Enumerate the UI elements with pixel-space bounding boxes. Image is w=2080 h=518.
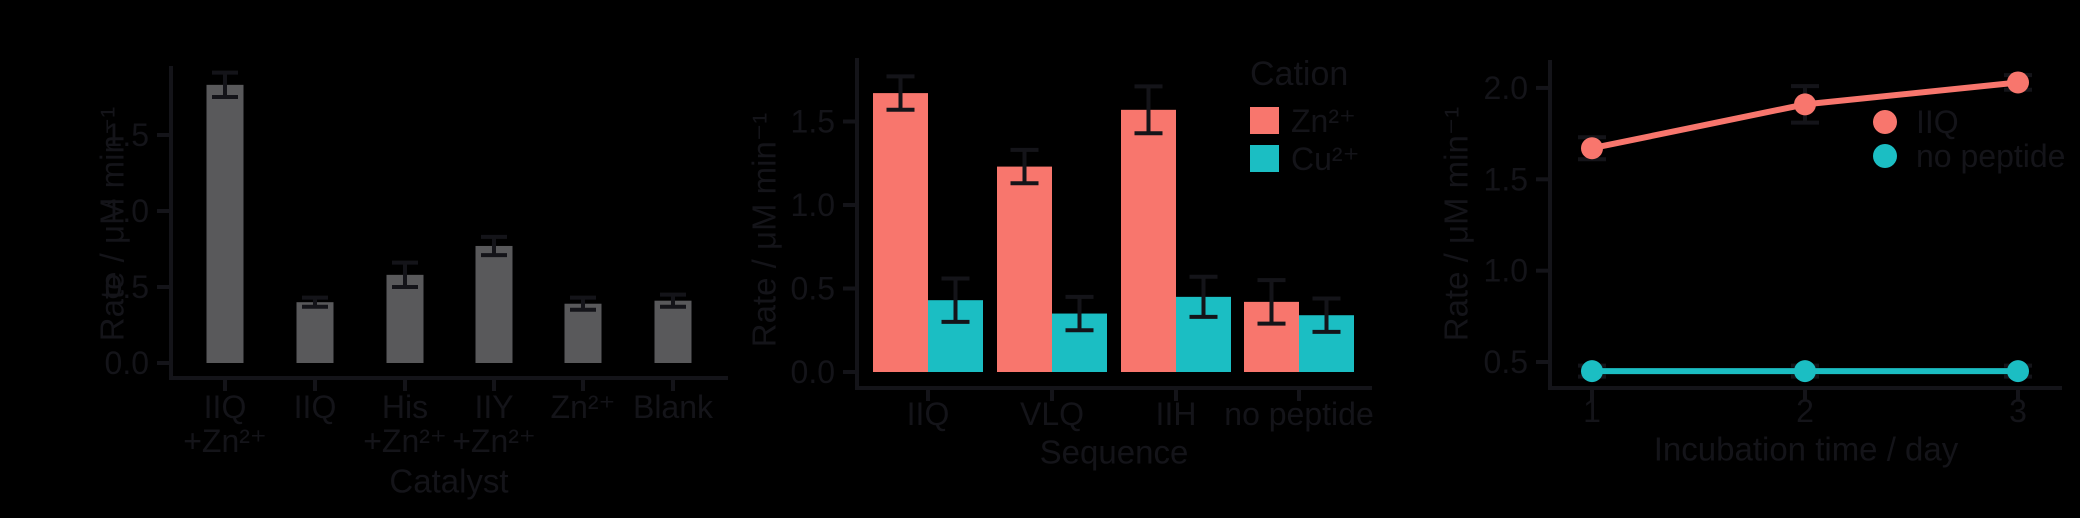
x-axis-title: Catalyst <box>389 463 508 500</box>
data-point <box>2007 71 2029 94</box>
x-tick-label: 1 <box>1583 393 1601 429</box>
category-label: IIQ <box>907 396 950 432</box>
bar <box>296 302 334 363</box>
legend-label: Cu²⁺ <box>1291 141 1359 177</box>
bar-zn <box>873 93 928 373</box>
y-tick-label: 0.0 <box>791 354 835 390</box>
data-point <box>2007 360 2029 383</box>
x-axis-title: Incubation time / day <box>1654 431 1959 468</box>
category-label: IIQ <box>204 389 247 425</box>
x-tick-label: 3 <box>2009 393 2027 429</box>
category-label: +Zn²⁺ <box>452 423 536 459</box>
bar <box>206 84 244 363</box>
legend-title: Cation <box>1250 55 1348 93</box>
y-tick-label: 0.0 <box>105 345 149 381</box>
legend-swatch <box>1250 145 1279 172</box>
category-label: Blank <box>633 389 714 425</box>
category-label: Zn²⁺ <box>551 389 616 425</box>
data-point <box>1794 360 1816 383</box>
bar <box>475 245 513 363</box>
y-tick-label: 1.0 <box>1484 253 1528 289</box>
category-label: His <box>382 389 428 425</box>
data-point <box>1581 137 1603 160</box>
legend-label: IIQ <box>1916 104 1959 140</box>
y-tick-label: 1.5 <box>1484 161 1528 197</box>
category-label: IIQ <box>294 389 337 425</box>
category-label: no peptide <box>1224 396 1373 432</box>
y-tick-label: 1.5 <box>105 117 149 153</box>
category-label: +Zn²⁺ <box>183 423 267 459</box>
y-axis-title: Rate / μM min⁻¹ <box>746 113 783 347</box>
category-label: +Zn²⁺ <box>363 423 447 459</box>
y-tick-label: 0.5 <box>1484 344 1528 380</box>
y-axis-title: Rate / μM min⁻¹ <box>94 107 131 341</box>
data-point <box>1794 93 1816 116</box>
x-axis-title: Sequence <box>1040 434 1189 471</box>
bar <box>654 300 692 363</box>
bar-zn <box>997 166 1052 372</box>
y-tick-label: 0.5 <box>791 271 835 307</box>
legend-label: no peptide <box>1916 138 2065 174</box>
x-tick-label: 2 <box>1796 393 1814 429</box>
category-label: IIY <box>474 389 513 425</box>
legend-label: Zn²⁺ <box>1291 103 1356 139</box>
y-tick-label: 2.0 <box>1484 70 1528 106</box>
y-tick-label: 1.5 <box>791 104 835 140</box>
y-tick-label: 0.5 <box>105 269 149 305</box>
y-tick-label: 1.0 <box>791 187 835 223</box>
category-label: IIH <box>1156 396 1197 432</box>
category-label: VLQ <box>1020 396 1084 432</box>
legend-dot <box>1873 110 1897 134</box>
bar <box>386 274 424 363</box>
bar-zn <box>1121 109 1176 372</box>
legend-dot <box>1873 144 1897 168</box>
y-axis-title: Rate / μM min⁻¹ <box>1438 107 1475 341</box>
y-tick-label: 1.0 <box>105 193 149 229</box>
data-point <box>1581 360 1603 383</box>
legend-swatch <box>1250 107 1279 134</box>
bar <box>564 303 602 363</box>
